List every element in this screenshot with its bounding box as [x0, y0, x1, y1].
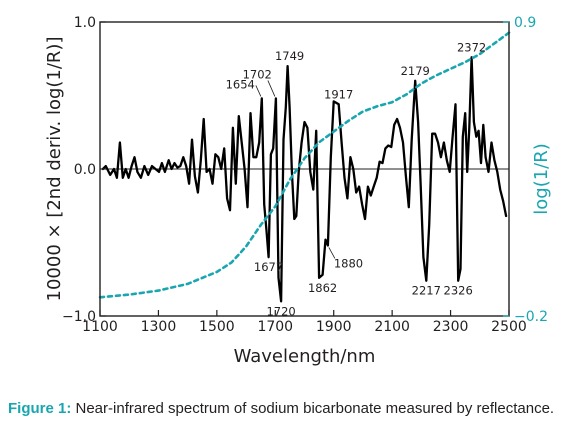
figure-caption: Figure 1: Near-infrared spectrum of sodi… [8, 401, 568, 416]
peak-label: 2217 [412, 284, 441, 298]
peak-label: 1880 [334, 256, 363, 270]
x-tick-label: 1500 [199, 319, 235, 335]
x-tick-label: 1100 [82, 319, 118, 335]
peak-label: 1917 [324, 87, 353, 101]
peak-leader-line [328, 247, 336, 259]
peak-leader-line [255, 85, 262, 97]
x-tick-label: 2500 [491, 319, 527, 335]
y-tick-label: 1.0 [74, 15, 96, 31]
peak-label: 1720 [266, 304, 295, 318]
peak-label: 1702 [243, 67, 272, 81]
y-axis-left-title: 10000 × [2nd deriv. log(1/R)] [44, 37, 65, 302]
x-axis-title: Wavelength/nm [234, 346, 376, 367]
x-tick-label: 1900 [316, 319, 352, 335]
y-tick-label: −1.0 [62, 309, 96, 325]
caption-text: Near-infrared spectrum of sodium bicarbo… [71, 400, 555, 417]
series-line-second-derivative [101, 56, 508, 303]
peak-label: 1749 [275, 49, 304, 63]
y-axis-right-title: log(1/R) [531, 143, 552, 215]
y2-tick-label: −0.2 [514, 309, 548, 325]
peak-label: 1862 [308, 281, 337, 295]
ticks-layer: 1100 1300 1500 1700 1900 2100 2300 2500 1.0 0.0 −1… [62, 15, 548, 335]
y2-tick-label: 0.9 [514, 15, 536, 31]
peak-label: 1654 [226, 77, 255, 91]
x-tick-label: 1300 [141, 319, 177, 335]
peak-label: 2372 [457, 40, 486, 54]
spectrum-chart: 1100 1300 1500 1700 1900 2100 2300 2500 1.0 0.0 −1… [44, 15, 552, 367]
peak-label: 2326 [444, 284, 473, 298]
peak-leader-line [267, 80, 276, 97]
series-line-log-reflectance [98, 31, 511, 299]
peak-label: 1677 [254, 260, 283, 274]
series-layer [98, 31, 511, 303]
x-tick-label: 1700 [257, 319, 293, 335]
peak-label: 2179 [401, 64, 430, 78]
y-tick-label: 0.0 [74, 162, 96, 178]
x-tick-label: 2300 [433, 319, 469, 335]
x-tick-label: 2100 [374, 319, 410, 335]
caption-label: Figure 1: [8, 400, 72, 417]
